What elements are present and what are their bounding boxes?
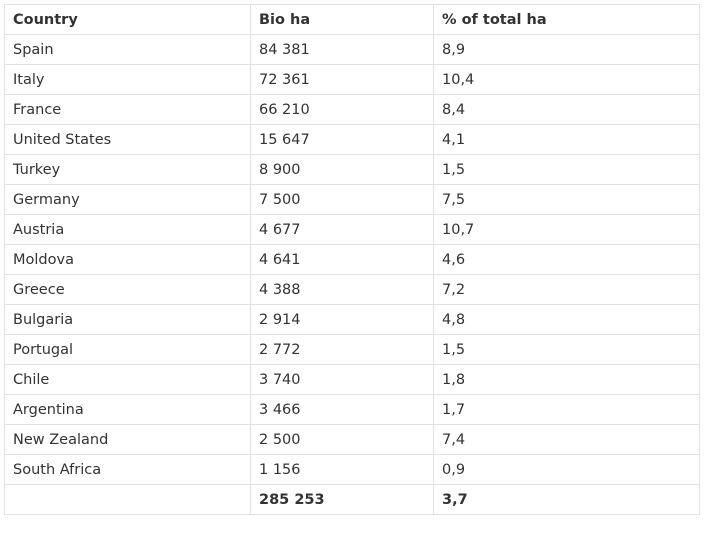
cell-country: Greece (4, 274, 251, 305)
cell-percent: 4,8 (433, 304, 700, 335)
table-row: Portugal 2 772 1,5 (4, 334, 700, 365)
total-percent: 3,7 (433, 484, 700, 515)
table-row: Turkey 8 900 1,5 (4, 154, 700, 185)
cell-percent: 1,5 (433, 154, 700, 185)
table-row: Bulgaria 2 914 4,8 (4, 304, 700, 335)
table-header: Country Bio ha % of total ha (4, 4, 700, 35)
cell-percent: 4,1 (433, 124, 700, 155)
header-bio-ha: Bio ha (250, 4, 434, 35)
cell-country: Spain (4, 34, 251, 65)
table-row: Moldova 4 641 4,6 (4, 244, 700, 275)
cell-bio-ha: 84 381 (250, 34, 434, 65)
table-row: France 66 210 8,4 (4, 94, 700, 125)
cell-country: Moldova (4, 244, 251, 275)
table-row: Greece 4 388 7,2 (4, 274, 700, 305)
cell-bio-ha: 72 361 (250, 64, 434, 95)
cell-country: France (4, 94, 251, 125)
cell-percent: 8,4 (433, 94, 700, 125)
table-row: United States 15 647 4,1 (4, 124, 700, 155)
cell-bio-ha: 1 156 (250, 454, 434, 485)
total-label-cell (4, 484, 251, 515)
cell-country: Turkey (4, 154, 251, 185)
cell-percent: 7,5 (433, 184, 700, 215)
cell-bio-ha: 15 647 (250, 124, 434, 155)
cell-bio-ha: 66 210 (250, 94, 434, 125)
cell-country: Chile (4, 364, 251, 395)
cell-bio-ha: 3 740 (250, 364, 434, 395)
cell-bio-ha: 4 677 (250, 214, 434, 245)
cell-percent: 7,2 (433, 274, 700, 305)
cell-bio-ha: 7 500 (250, 184, 434, 215)
table-body: Spain 84 381 8,9 Italy 72 361 10,4 Franc… (4, 34, 700, 515)
header-country: Country (4, 4, 251, 35)
table-row: Spain 84 381 8,9 (4, 34, 700, 65)
cell-percent: 10,7 (433, 214, 700, 245)
cell-country: United States (4, 124, 251, 155)
cell-bio-ha: 2 914 (250, 304, 434, 335)
cell-country: Portugal (4, 334, 251, 365)
table-row: South Africa 1 156 0,9 (4, 454, 700, 485)
cell-percent: 8,9 (433, 34, 700, 65)
cell-country: South Africa (4, 454, 251, 485)
cell-percent: 1,8 (433, 364, 700, 395)
organic-vineyard-table: Country Bio ha % of total ha Spain 84 38… (4, 4, 700, 515)
table-container: Country Bio ha % of total ha Spain 84 38… (4, 4, 700, 515)
cell-bio-ha: 4 641 (250, 244, 434, 275)
cell-bio-ha: 4 388 (250, 274, 434, 305)
cell-percent: 1,7 (433, 394, 700, 425)
cell-percent: 10,4 (433, 64, 700, 95)
total-row: 285 253 3,7 (4, 484, 700, 515)
cell-country: Italy (4, 64, 251, 95)
cell-percent: 7,4 (433, 424, 700, 455)
cell-country: Argentina (4, 394, 251, 425)
cell-country: Bulgaria (4, 304, 251, 335)
table-row: Austria 4 677 10,7 (4, 214, 700, 245)
cell-country: Germany (4, 184, 251, 215)
table-row: Argentina 3 466 1,7 (4, 394, 700, 425)
header-row: Country Bio ha % of total ha (4, 4, 700, 35)
cell-bio-ha: 2 500 (250, 424, 434, 455)
cell-bio-ha: 3 466 (250, 394, 434, 425)
table-row: Germany 7 500 7,5 (4, 184, 700, 215)
table-row: New Zealand 2 500 7,4 (4, 424, 700, 455)
table-row: Italy 72 361 10,4 (4, 64, 700, 95)
cell-bio-ha: 2 772 (250, 334, 434, 365)
cell-country: New Zealand (4, 424, 251, 455)
cell-percent: 0,9 (433, 454, 700, 485)
table-row: Chile 3 740 1,8 (4, 364, 700, 395)
header-percent-total: % of total ha (433, 4, 700, 35)
cell-percent: 4,6 (433, 244, 700, 275)
cell-bio-ha: 8 900 (250, 154, 434, 185)
cell-country: Austria (4, 214, 251, 245)
cell-percent: 1,5 (433, 334, 700, 365)
total-bio-ha: 285 253 (250, 484, 434, 515)
